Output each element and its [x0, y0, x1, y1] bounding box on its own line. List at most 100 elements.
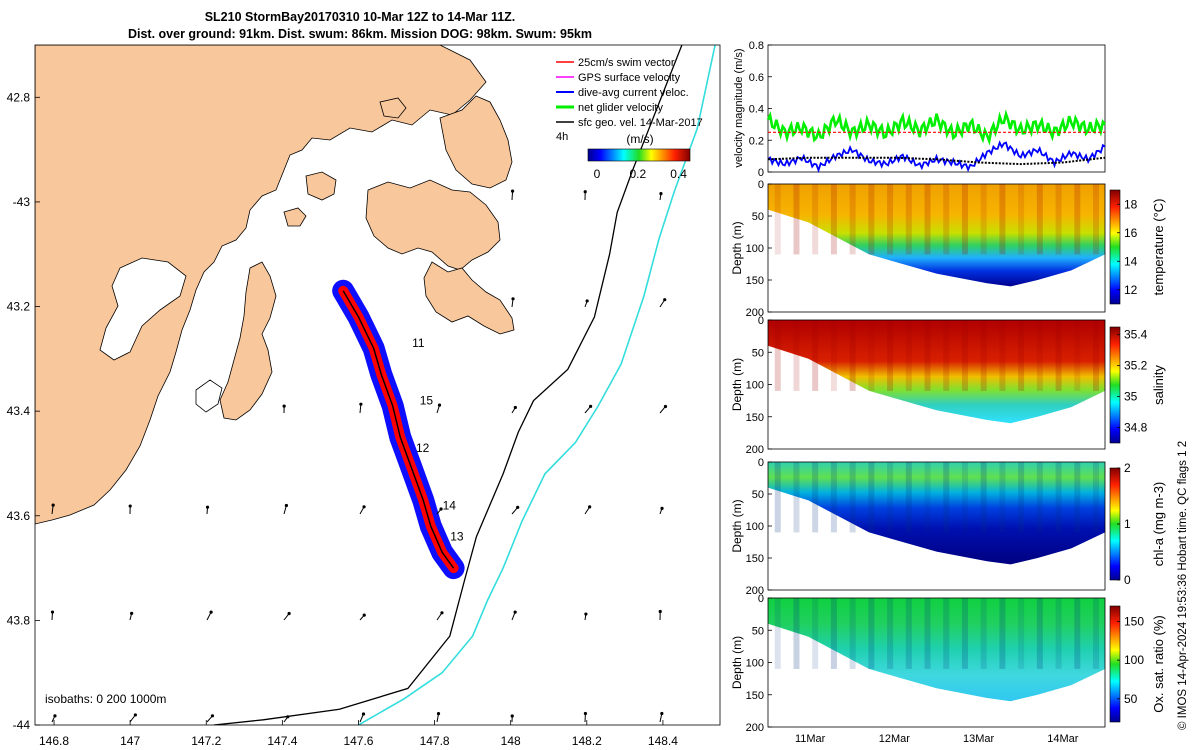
- salinity-section: 0 50 100 150 200 Depth (m) 34.8 35 35.2 35.4 salin…: [730, 315, 1166, 456]
- chl-a-section-streak: [830, 462, 837, 533]
- chl-a-section-streak: [961, 462, 968, 533]
- temperature-section-c-tick-label: 14: [1124, 254, 1138, 268]
- temperature-section-c-tick-label: 12: [1124, 283, 1138, 297]
- oxygen-section-y-tick-label: 50: [752, 625, 764, 637]
- section-x-tick-label: 14Mar: [1047, 733, 1079, 745]
- temperature-section-streak: [849, 184, 856, 255]
- map-y-tick-label: -43: [13, 195, 31, 209]
- salinity-section-y-tick-label: 150: [746, 412, 764, 424]
- chl-a-section-field: [768, 462, 1105, 565]
- geo-arrow-head: [589, 404, 593, 408]
- velocity-y-tick-label: 0.2: [749, 135, 764, 147]
- oxygen-section-streak: [812, 598, 819, 669]
- chl-a-section-streak: [905, 462, 912, 533]
- isobath-1000m-line: [358, 45, 716, 725]
- chl-a-section-streak: [924, 462, 931, 533]
- temperature-section-streak: [812, 184, 819, 255]
- geo-arrow-head: [437, 403, 442, 407]
- geo-arrow-head: [128, 504, 132, 508]
- geo-arrow-head: [361, 712, 366, 716]
- chl-a-section-streak: [1093, 462, 1100, 533]
- temperature-section-y-tick-label: 50: [752, 211, 764, 223]
- salinity-section-streak: [961, 320, 968, 391]
- map-colorbar-tick-label: 0.2: [629, 167, 646, 181]
- salinity-section-y-tick-label: 100: [746, 380, 764, 392]
- geo-arrow-head: [133, 713, 137, 717]
- chl-a-section-y-tick-label: 50: [752, 489, 764, 501]
- legend-gps-surface: GPS surface velocity: [578, 72, 681, 84]
- temperature-section-streak: [943, 184, 950, 255]
- map-x-tick-label: 146.8: [39, 734, 69, 748]
- legend-swim-vector: 25cm/s swim vector: [578, 57, 675, 69]
- oxygen-section-field: [768, 598, 1105, 702]
- temperature-section-streak: [830, 184, 837, 255]
- map-y-tick-label: -44: [13, 718, 31, 732]
- geo-arrow-head: [51, 503, 55, 507]
- geo-arrow-head: [53, 714, 57, 718]
- map-x-tick-label: 148.2: [572, 734, 602, 748]
- chl-a-section-streak: [1036, 462, 1043, 533]
- geo-arrow-head: [659, 192, 663, 196]
- oxygen-section-streak: [905, 598, 912, 669]
- temperature-section-streak: [774, 184, 781, 255]
- oxygen-section-c-tick-label: 50: [1124, 692, 1138, 706]
- oxygen-section-streak: [849, 598, 856, 669]
- oxygen-section-streak: [1018, 598, 1025, 669]
- section-x-tick-label: 13Mar: [963, 733, 995, 745]
- figure-title-line-2: Dist. over ground: 91km. Dist. swum: 86k…: [127, 27, 592, 41]
- salinity-section-streak: [943, 320, 950, 391]
- oxygen-section-colorbar: [1109, 605, 1121, 723]
- geo-arrow-head: [130, 611, 134, 615]
- legend-dive-avg: dive-avg current veloc.: [578, 87, 689, 99]
- chl-a-section-streak: [849, 462, 856, 533]
- oxygen-section-streak: [830, 598, 837, 669]
- temperature-section-c-tick-label: 18: [1124, 197, 1138, 211]
- oxygen-section-streak: [1055, 598, 1062, 669]
- chl-a-section-streak: [999, 462, 1006, 533]
- salinity-section-streak: [887, 320, 894, 391]
- legend-net-glider: net glider velocity: [578, 102, 663, 114]
- geo-arrow-head: [287, 611, 291, 616]
- geo-arrow-head: [436, 712, 441, 716]
- legend-4h-label: 4h: [556, 131, 568, 143]
- salinity-section-colorbar: [1109, 326, 1121, 444]
- geo-arrow-head: [359, 402, 363, 406]
- salinity-section-y-label: Depth (m): [730, 358, 744, 411]
- map-y-ticks: 42.8 -43 43.2 43.4 43.6 43.8 -44: [7, 90, 40, 732]
- geo-arrow-head: [440, 611, 444, 615]
- velocity-y-ticks: 0 0.2 0.4 0.6 0.8: [749, 40, 772, 179]
- land-east-peninsula: [365, 179, 501, 271]
- chl-a-section-streak: [868, 462, 875, 533]
- oxygen-section-streak: [1074, 598, 1081, 669]
- map-y-tick-label: 43.8: [7, 613, 31, 627]
- map-x-tick-label: 147.4: [267, 734, 297, 748]
- geo-arrow-head: [50, 610, 55, 614]
- map-x-ticks: 146.8 147 147.2 147.4 147.6 147.8 148 148.2 148.…: [39, 720, 678, 748]
- oxygen-section-streak: [980, 598, 987, 669]
- geo-arrow-head: [510, 714, 514, 718]
- temperature-section-y-tick-label: 0: [758, 179, 764, 191]
- geo-arrow-head: [286, 715, 290, 719]
- temperature-section-streak: [1074, 184, 1081, 255]
- geo-arrow-head: [513, 405, 517, 410]
- geo-arrow-head: [513, 610, 517, 614]
- map-colorbar-tick-label: 0: [594, 167, 601, 181]
- oxygen-section-streak: [887, 598, 894, 669]
- velocity-y-tick-label: 0: [758, 167, 764, 179]
- chl-a-section-streak: [793, 462, 800, 533]
- salinity-section-streak: [830, 320, 837, 391]
- chl-a-section-c-tick-label: 0: [1124, 573, 1131, 587]
- oxygen-section-streak: [774, 598, 781, 669]
- geo-arrow-head: [362, 613, 366, 617]
- land-mainland: [35, 45, 487, 525]
- track-label-1: 15: [420, 394, 434, 408]
- chl-a-section-c-tick-label: 1: [1124, 517, 1131, 531]
- salinity-section-streak: [774, 320, 781, 391]
- chl-a-section-y-label: Depth (m): [730, 499, 744, 552]
- track-label-4: 13: [450, 530, 464, 544]
- salinity-section-streak: [868, 320, 875, 391]
- chl-a-section-streak: [774, 462, 781, 533]
- isobath-200m-line: [213, 45, 683, 725]
